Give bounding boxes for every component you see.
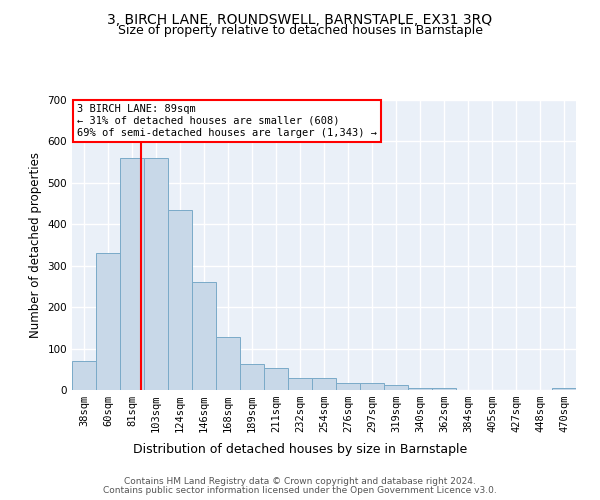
Bar [192,282,216,390]
Bar [120,158,144,390]
Bar [240,364,264,390]
Text: Distribution of detached houses by size in Barnstaple: Distribution of detached houses by size … [133,442,467,456]
Bar [144,158,168,390]
Text: Contains public sector information licensed under the Open Government Licence v3: Contains public sector information licen… [103,486,497,495]
Bar [96,254,120,390]
Text: Contains HM Land Registry data © Crown copyright and database right 2024.: Contains HM Land Registry data © Crown c… [124,478,476,486]
Bar [216,338,240,390]
Bar [408,388,432,390]
Bar [288,378,312,390]
Bar [312,378,336,390]
Bar [432,388,456,390]
Bar [360,383,384,390]
Bar [168,210,192,390]
Bar [264,368,288,390]
Text: 3 BIRCH LANE: 89sqm
← 31% of detached houses are smaller (608)
69% of semi-detac: 3 BIRCH LANE: 89sqm ← 31% of detached ho… [77,104,377,138]
Bar [552,388,576,390]
Text: 3, BIRCH LANE, ROUNDSWELL, BARNSTAPLE, EX31 3RQ: 3, BIRCH LANE, ROUNDSWELL, BARNSTAPLE, E… [107,12,493,26]
Bar [384,385,408,390]
Bar [336,383,360,390]
Text: Size of property relative to detached houses in Barnstaple: Size of property relative to detached ho… [118,24,482,37]
Bar [72,361,96,390]
Y-axis label: Number of detached properties: Number of detached properties [29,152,42,338]
